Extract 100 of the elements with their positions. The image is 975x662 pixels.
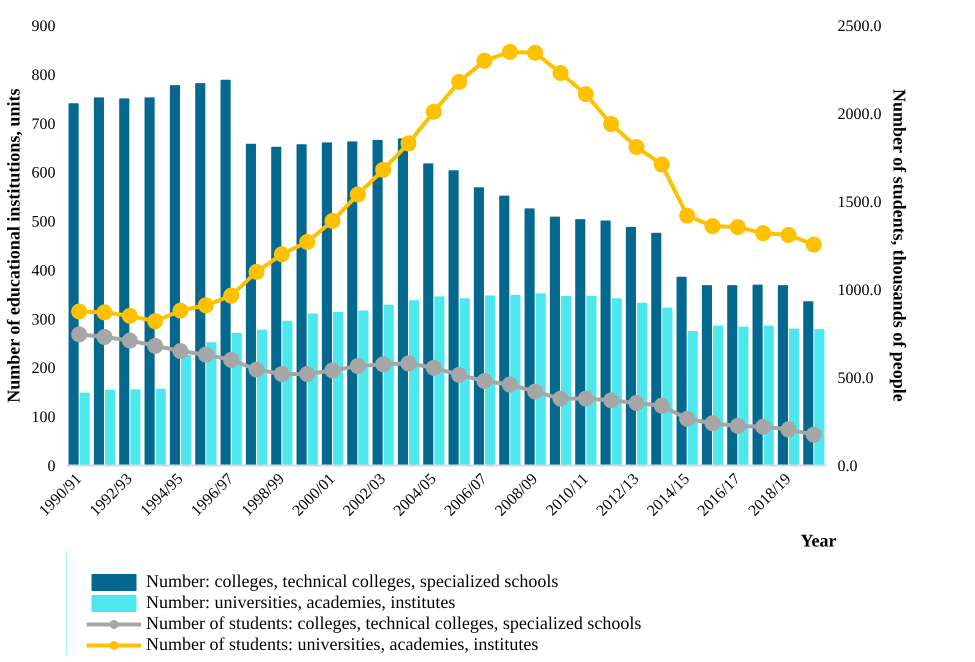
bar	[688, 331, 698, 466]
bar	[803, 301, 814, 466]
bar	[358, 310, 368, 466]
bar	[600, 220, 611, 466]
point	[755, 225, 772, 242]
point	[147, 338, 164, 354]
point	[248, 362, 264, 378]
point	[502, 44, 518, 60]
bar	[575, 219, 586, 466]
point	[122, 308, 138, 324]
bar	[448, 170, 459, 466]
y-tick-label: 900	[32, 18, 56, 35]
bar	[206, 342, 216, 466]
legend-label: Number of students: colleges, technical colleges, specialized schools	[146, 613, 642, 634]
y2-tick-label: 1500.0	[838, 194, 882, 211]
bar	[550, 216, 560, 466]
bar	[220, 80, 231, 466]
bar	[333, 312, 344, 466]
bar	[181, 355, 192, 466]
point	[578, 390, 594, 407]
bar	[814, 329, 824, 466]
point	[654, 398, 670, 414]
bar	[510, 294, 520, 466]
y-tick-label: 0	[48, 458, 56, 475]
bar	[752, 284, 763, 466]
y-tick-label: 500	[32, 214, 56, 231]
point	[299, 366, 316, 382]
point	[476, 52, 492, 69]
y-axis-title: Number of educational institutions, units	[4, 88, 24, 403]
bar	[347, 141, 358, 466]
y2-tick-label: 1000.0	[838, 282, 882, 299]
bar	[409, 300, 420, 466]
point	[274, 366, 290, 382]
bar	[738, 326, 748, 466]
y-tick-label: 100	[32, 409, 56, 426]
bar	[232, 333, 242, 466]
point	[324, 212, 340, 229]
bar	[246, 144, 256, 466]
point	[71, 326, 88, 342]
y-tick-label: 200	[32, 360, 56, 378]
point	[603, 116, 620, 132]
point	[426, 360, 442, 376]
bar	[536, 293, 546, 466]
y2-axis-title: Number of students, thousands of people	[890, 88, 910, 402]
legend-label: Number: colleges, technical colleges, specialized schools	[146, 571, 558, 592]
point	[552, 65, 568, 82]
bar	[778, 285, 788, 466]
y-tick-label: 700	[32, 116, 56, 133]
point	[248, 264, 264, 280]
point	[324, 362, 340, 378]
bar	[119, 98, 130, 466]
point	[350, 358, 366, 374]
bar	[662, 308, 672, 466]
bar	[789, 328, 800, 466]
point	[552, 390, 568, 407]
bar	[499, 196, 510, 466]
bar	[105, 390, 116, 466]
bar	[308, 313, 318, 466]
bar	[702, 285, 712, 466]
point	[350, 186, 366, 202]
y2-tick-label: 2500.0	[838, 18, 882, 35]
point	[375, 356, 392, 372]
point	[476, 373, 492, 390]
bar	[271, 146, 282, 466]
point	[122, 332, 138, 349]
bar	[676, 276, 687, 466]
bar	[524, 208, 535, 466]
point	[502, 376, 518, 393]
point	[806, 236, 822, 253]
point	[71, 304, 88, 320]
bar	[485, 295, 496, 466]
bar	[282, 320, 292, 466]
point	[679, 208, 696, 224]
point	[730, 418, 746, 434]
point	[527, 44, 544, 61]
bar	[170, 85, 180, 466]
y2-tick-label: 500.0	[838, 370, 874, 387]
point	[730, 219, 746, 236]
bar	[460, 298, 470, 466]
point	[426, 104, 442, 120]
point	[223, 352, 240, 368]
point	[223, 288, 240, 304]
point	[274, 246, 290, 262]
bar	[626, 226, 636, 466]
bar	[384, 304, 394, 466]
y-tick-label: 300	[32, 311, 56, 328]
bar	[257, 330, 268, 466]
point	[198, 346, 214, 363]
point	[96, 329, 112, 346]
y-tick-label: 600	[32, 164, 56, 182]
point	[806, 426, 822, 443]
point	[172, 343, 188, 360]
y-tick-label: 400	[32, 262, 56, 280]
point	[755, 418, 772, 435]
point	[654, 156, 670, 173]
y-tick-label: 800	[32, 66, 56, 84]
bar	[474, 187, 484, 466]
bar	[561, 296, 572, 466]
y2-tick-label: 2000.0	[838, 106, 882, 123]
bar	[651, 232, 662, 466]
